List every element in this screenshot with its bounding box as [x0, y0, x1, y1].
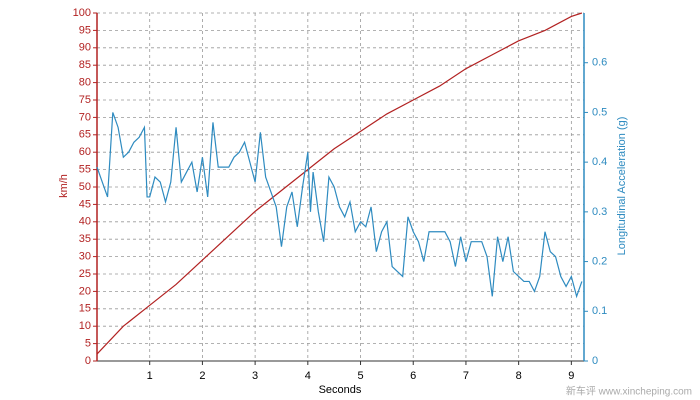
- y-axis-label: km/h: [58, 174, 70, 198]
- y-tick-label: 95: [79, 24, 91, 36]
- x-tick-label: 8: [516, 370, 522, 382]
- y-tick-label: 10: [79, 320, 91, 332]
- y-tick-label: 85: [79, 59, 91, 71]
- x-tick-label: 5: [357, 370, 363, 382]
- x-tick-label: 6: [410, 370, 416, 382]
- y2-tick-label: 0.2: [592, 255, 607, 267]
- y-tick-label: 40: [79, 216, 91, 228]
- y-tick-label: 80: [79, 77, 91, 89]
- y-tick-label: 30: [79, 251, 91, 263]
- y-tick-label: 45: [79, 198, 91, 210]
- y-tick-label: 70: [79, 111, 91, 123]
- y-tick-label: 90: [79, 42, 91, 54]
- y2-tick-label: 0.5: [592, 106, 607, 118]
- y-tick-label: 15: [79, 303, 91, 315]
- x-axis-label: Seconds: [319, 384, 362, 396]
- data-line: [96, 12, 583, 355]
- x-tick-label: 4: [305, 370, 311, 382]
- y-tick-label: 0: [85, 355, 91, 367]
- y2-tick-label: 0.6: [592, 57, 607, 69]
- x-tick-label: 7: [463, 370, 469, 382]
- y-tick-label: 50: [79, 181, 91, 193]
- x-tick-label: 2: [199, 370, 205, 382]
- y-tick-label: 20: [79, 285, 91, 297]
- y-tick-label: 55: [79, 164, 91, 176]
- y2-axis-label: Longitudinal Acceleration (g): [616, 117, 628, 256]
- y-tick-label: 60: [79, 146, 91, 158]
- y2-tick-label: 0.3: [592, 206, 607, 218]
- y-tick-label: 25: [79, 268, 91, 280]
- y-tick-label: 35: [79, 233, 91, 245]
- x-tick-label: 9: [568, 370, 574, 382]
- data-line: [96, 112, 583, 299]
- y-tick-label: 100: [73, 7, 91, 19]
- y2-tick-label: 0.1: [592, 305, 607, 317]
- watermark: 新车评 www.xincheping.com: [566, 385, 692, 398]
- y2-tick-label: 0: [592, 355, 598, 367]
- y2-tick-label: 0.4: [592, 156, 607, 168]
- y-tick-label: 5: [85, 338, 91, 350]
- y-tick-label: 75: [79, 94, 91, 106]
- x-tick-label: 1: [147, 370, 153, 382]
- y-tick-label: 65: [79, 129, 91, 141]
- x-tick-label: 3: [252, 370, 258, 382]
